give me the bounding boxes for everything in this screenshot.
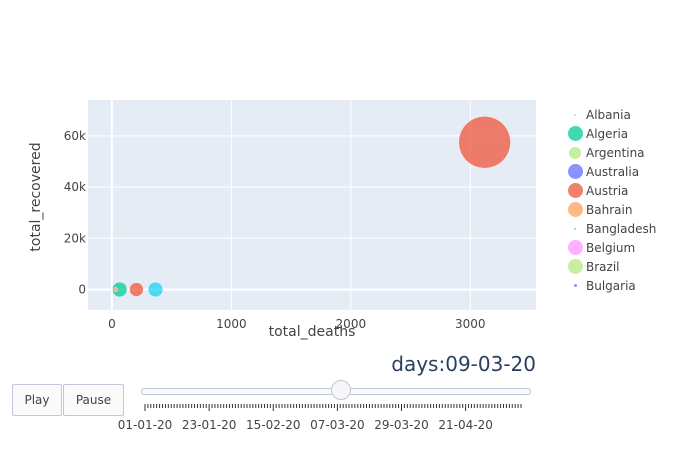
legend-item[interactable]: Bangladesh — [555, 219, 656, 238]
legend-marker — [555, 284, 595, 287]
legend-item[interactable]: Albania — [555, 105, 656, 124]
slider-tick-label: 15-02-20 — [246, 418, 301, 432]
legend-dot — [574, 113, 576, 116]
legend-item[interactable]: Austria — [555, 181, 656, 200]
y-tick-label: 40k — [64, 180, 86, 194]
y-tick-label: 0 — [78, 283, 86, 297]
x-tick-label: 2000 — [336, 317, 367, 331]
y-axis-label: total_recovered — [28, 142, 44, 251]
slider-tick-label: 07-03-20 — [310, 418, 365, 432]
legend-label: Australia — [586, 164, 640, 179]
legend-dot — [567, 126, 583, 141]
legend-marker — [555, 240, 595, 255]
legend-dot — [567, 164, 583, 179]
legend-marker — [555, 146, 595, 159]
data-point[interactable] — [129, 282, 144, 297]
legend-dot — [567, 240, 583, 255]
legend-label: Bulgaria — [586, 278, 636, 293]
legend-marker — [555, 227, 595, 230]
legend-dot — [574, 227, 576, 230]
legend-label: Belgium — [586, 240, 636, 255]
legend-marker — [555, 202, 595, 217]
legend-marker — [555, 259, 595, 274]
data-point[interactable] — [111, 281, 128, 298]
legend-dot — [569, 146, 581, 159]
legend-item[interactable]: Australia — [555, 162, 656, 181]
x-tick-labels: 0 1000 2000 3000 — [108, 317, 485, 331]
legend-item[interactable]: Brazil — [555, 257, 656, 276]
legend-label: Argentina — [586, 145, 645, 160]
x-tick-label: 0 — [108, 317, 116, 331]
legend-dot — [567, 183, 583, 198]
legend-dot — [567, 202, 583, 217]
legend-label: Austria — [586, 183, 629, 198]
legend-label: Algeria — [586, 126, 629, 141]
legend-label: Brazil — [586, 259, 620, 274]
legend-label: Bangladesh — [586, 221, 657, 236]
legend-marker — [555, 164, 595, 179]
legend-marker — [555, 113, 595, 116]
data-point[interactable] — [458, 116, 511, 169]
slider-handle[interactable] — [330, 380, 351, 400]
slider-tick-label: 01-01-20 — [117, 418, 173, 432]
grid-lines — [88, 100, 536, 310]
y-tick-label: 60k — [64, 129, 86, 143]
slider-prefix: days: — [391, 352, 446, 376]
data-point[interactable] — [147, 281, 164, 298]
legend-item[interactable]: Belgium — [555, 238, 656, 257]
data-point[interactable] — [112, 287, 116, 292]
pause-button[interactable]: Pause — [63, 384, 124, 416]
slider-current-value: days:09-03-20 — [391, 352, 536, 376]
legend-dot — [567, 259, 583, 274]
play-button[interactable]: Play — [12, 384, 62, 416]
legend-dot — [573, 284, 577, 287]
data-points — [111, 116, 511, 298]
slider-tick-label: 21-04-20 — [438, 418, 493, 432]
legend-label: Albania — [586, 107, 631, 122]
legend-item[interactable]: Bahrain — [555, 200, 656, 219]
y-tick-labels: 0 20k 40k 60k — [64, 129, 86, 297]
x-tick-label: 3000 — [455, 317, 486, 331]
x-axis-label: total_deaths — [269, 324, 356, 340]
legend: Albania Algeria Argentina Australia Austria B… — [555, 105, 656, 295]
slider-value: 09-03-20 — [445, 352, 536, 376]
legend-item[interactable]: Argentina — [555, 143, 656, 162]
slider-tick-label: 29-03-20 — [374, 418, 429, 432]
legend-item[interactable]: Algeria — [555, 124, 656, 143]
legend-item[interactable]: Bulgaria — [555, 276, 656, 295]
legend-marker — [555, 183, 595, 198]
y-tick-label: 20k — [64, 231, 86, 245]
slider-tick-label: 23-01-20 — [181, 418, 237, 432]
legend-label: Bahrain — [586, 202, 633, 217]
x-tick-label: 1000 — [216, 317, 247, 331]
legend-marker — [555, 126, 595, 141]
